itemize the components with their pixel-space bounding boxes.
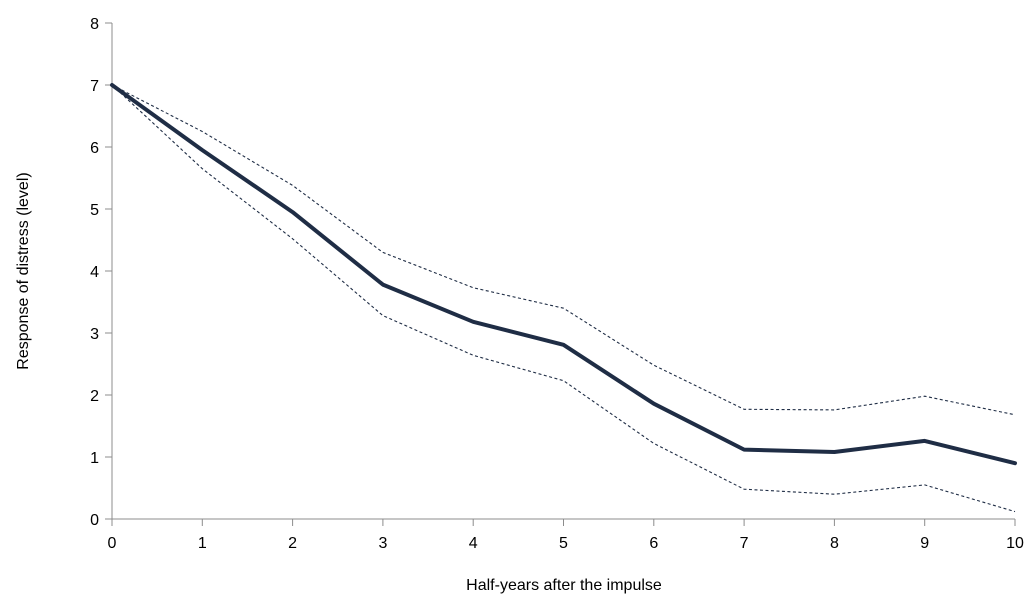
x-tick-label: 6 xyxy=(649,535,658,552)
series-line-estimate xyxy=(110,83,1017,466)
y-tick-label: 6 xyxy=(90,140,99,157)
series-line-lower-band xyxy=(111,84,1016,513)
y-tick-label: 8 xyxy=(90,16,99,33)
x-ticks: 0 1 2 3 4 5 6 7 8 9 10 xyxy=(108,519,1024,552)
x-tick-label: 3 xyxy=(378,535,387,552)
series-line-upper-band xyxy=(111,84,1016,416)
y-tick-label: 7 xyxy=(90,78,99,95)
x-axis-title: Half-years after the impulse xyxy=(466,577,662,594)
y-tick-label: 5 xyxy=(90,202,99,219)
y-tick-label: 4 xyxy=(90,264,99,281)
x-tick-label: 4 xyxy=(469,535,478,552)
x-tick-label: 2 xyxy=(288,535,297,552)
y-axis-title: Response of distress (level) xyxy=(15,172,32,369)
y-tick-label: 2 xyxy=(90,388,99,405)
x-tick-label: 9 xyxy=(920,535,929,552)
x-tick-label: 1 xyxy=(198,535,207,552)
x-tick-label: 10 xyxy=(1006,535,1024,552)
y-tick-label: 0 xyxy=(90,512,99,529)
y-tick-label: 1 xyxy=(90,450,99,467)
x-tick-label: 5 xyxy=(559,535,568,552)
series-group xyxy=(110,83,1017,513)
x-tick-label: 8 xyxy=(830,535,839,552)
y-tick-label: 3 xyxy=(90,326,99,343)
x-tick-label: 7 xyxy=(740,535,749,552)
x-tick-label: 0 xyxy=(108,535,117,552)
y-ticks: 0 1 2 3 4 5 6 7 8 xyxy=(90,16,112,529)
